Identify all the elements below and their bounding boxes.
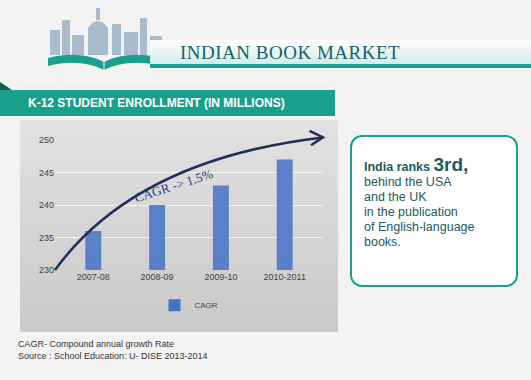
html-text:INDIAN BOOK MARKET: INDIAN BOOK MARKET [180, 42, 401, 63]
svg-text:2007-08: 2007-08 [77, 272, 110, 282]
svg-text:CAGR: CAGR [195, 301, 218, 310]
svg-text:CAGR -> 1.5%: CAGR -> 1.5% [133, 166, 215, 205]
svg-text:2010-2011: 2010-2011 [264, 272, 306, 282]
html-text:of English-language: of English-language [364, 220, 475, 234]
html-text:CAGR- Compound annual growth R: CAGR- Compound annual growth Rate [18, 339, 175, 349]
svg-text:250: 250 [39, 135, 54, 145]
svg-text:240: 240 [39, 200, 54, 210]
svg-text:2009-10: 2009-10 [204, 272, 237, 282]
html-text:Source : School Education: U-: Source : School Education: U- DISE 2013-… [18, 351, 208, 361]
svg-text:235: 235 [39, 233, 54, 243]
html-text:in the publication: in the publication [364, 205, 458, 219]
svg-text:245: 245 [39, 168, 54, 178]
svg-text:230: 230 [39, 265, 54, 275]
html-text:behind the USA: behind the USA [364, 175, 452, 189]
html-text:books.: books. [364, 235, 401, 249]
svg-text:2008-09: 2008-09 [141, 272, 174, 282]
html-text:and the UK: and the UK [364, 190, 427, 204]
html-text:K-12 STUDENT ENROLLMENT (IN MI: K-12 STUDENT ENROLLMENT (IN MILLIONS) [28, 96, 285, 110]
html-text:India ranks3rd,: India ranks3rd, [364, 154, 469, 175]
